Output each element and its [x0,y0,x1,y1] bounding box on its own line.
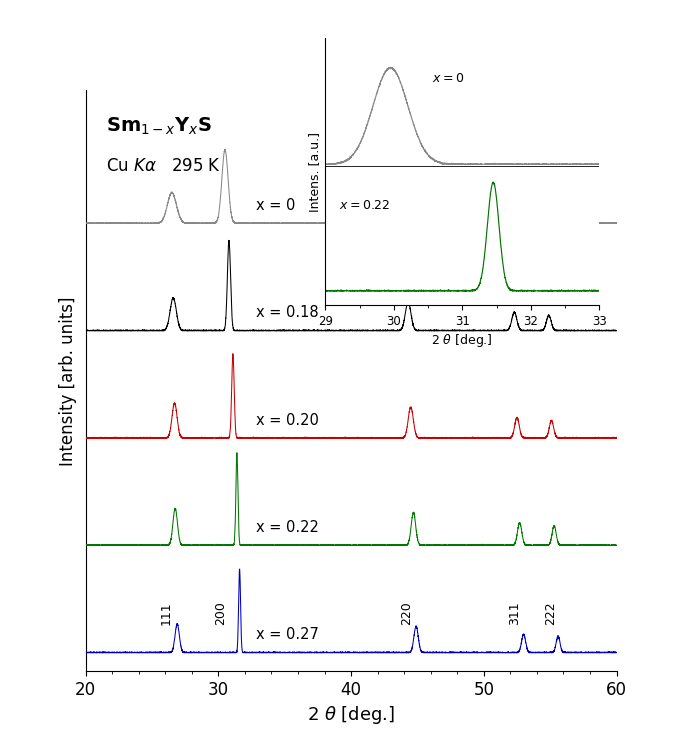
Text: Sm$_{1-x}$Y$_x$S: Sm$_{1-x}$Y$_x$S [105,116,212,137]
Text: 200: 200 [214,601,227,625]
X-axis label: 2 $\theta$ [deg.]: 2 $\theta$ [deg.] [432,333,493,349]
Y-axis label: Intensity [arb. units]: Intensity [arb. units] [60,296,77,465]
Text: 222: 222 [544,602,557,625]
Text: 111: 111 [160,602,173,625]
Text: x = 0.18: x = 0.18 [256,305,318,320]
Text: Cu $\mathit{K}\alpha$   295 K: Cu $\mathit{K}\alpha$ 295 K [105,157,221,175]
Text: x = 0.20: x = 0.20 [256,412,319,428]
Text: $x = 0$: $x = 0$ [432,72,464,85]
Y-axis label: Intens. [a.u.]: Intens. [a.u.] [308,131,321,212]
Text: $x = 0.22$: $x = 0.22$ [339,199,390,212]
Text: x = 0.27: x = 0.27 [256,627,319,642]
X-axis label: 2 $\theta$ [deg.]: 2 $\theta$ [deg.] [307,704,395,726]
Text: x = 0: x = 0 [256,198,295,213]
Text: x = 0.22: x = 0.22 [256,520,319,535]
Text: 220: 220 [400,601,413,625]
Text: 311: 311 [508,602,521,625]
